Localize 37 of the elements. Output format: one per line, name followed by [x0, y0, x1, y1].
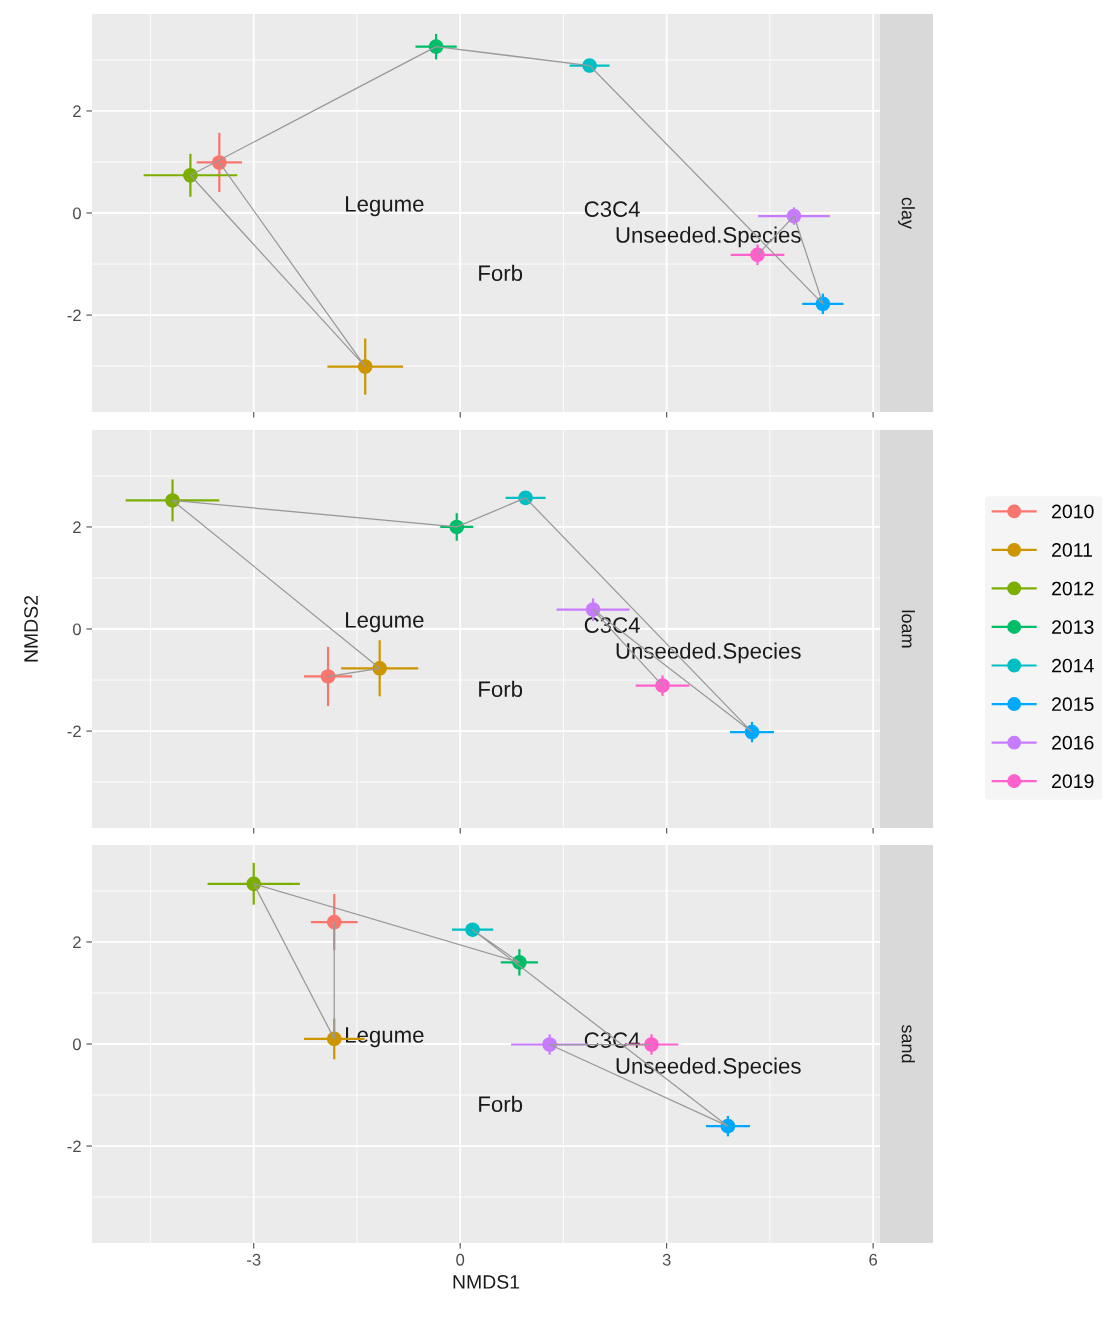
- y2-axis-title: loam: [901, 610, 915, 648]
- annotation: Legume: [346, 1027, 424, 1048]
- y-tick-label: -2: [67, 725, 81, 738]
- annotation: Unseeded.Species: [616, 1057, 801, 1079]
- legend-label: 2012: [1052, 581, 1094, 596]
- annotation: Forb: [479, 264, 523, 282]
- annotation: Forb: [479, 1095, 523, 1113]
- y-tick-label: 2: [73, 105, 81, 117]
- y-tick-label: -2: [67, 309, 81, 322]
- annotation: Unseeded.Species: [616, 226, 801, 248]
- annotation: Legume: [346, 612, 424, 633]
- x-tick-label: 6: [869, 1253, 878, 1266]
- legend-label: 2011: [1052, 543, 1092, 557]
- y-tick-label: -2: [67, 1140, 81, 1153]
- y-tick-label: 0: [72, 623, 81, 636]
- annotation: C3C4: [584, 617, 640, 633]
- annotation: C3C4: [584, 201, 640, 217]
- legend-label: 2016: [1052, 735, 1094, 750]
- y2-axis-title: sand: [901, 1024, 915, 1063]
- legend-label: 2014: [1052, 658, 1094, 673]
- legend-label: 2015: [1052, 697, 1094, 712]
- legend-label: 2013: [1052, 620, 1094, 634]
- y-tick-label: 2: [73, 936, 81, 948]
- x-tick-label: 0: [456, 1253, 465, 1266]
- annotation: Unseeded.Species: [616, 642, 801, 664]
- legend-label: 2010: [1052, 504, 1094, 519]
- y-tick-label: 0: [72, 207, 81, 220]
- legend-label: 2019: [1052, 774, 1094, 789]
- y-tick-label: 2: [73, 521, 81, 533]
- x-tick-label: -3: [247, 1253, 261, 1266]
- annotation: Forb: [479, 680, 523, 698]
- y-axis-title: NMDS2: [24, 595, 38, 662]
- x-tick-label: 3: [662, 1253, 671, 1266]
- annotation: Legume: [346, 196, 424, 217]
- y-tick-label: 0: [72, 1038, 81, 1051]
- x-axis-title: NMDS1: [453, 1275, 520, 1289]
- y2-axis-title: clay: [898, 197, 915, 230]
